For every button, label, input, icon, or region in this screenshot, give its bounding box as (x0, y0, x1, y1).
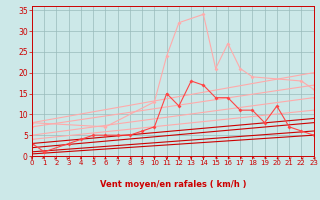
X-axis label: Vent moyen/en rafales ( km/h ): Vent moyen/en rafales ( km/h ) (100, 180, 246, 189)
